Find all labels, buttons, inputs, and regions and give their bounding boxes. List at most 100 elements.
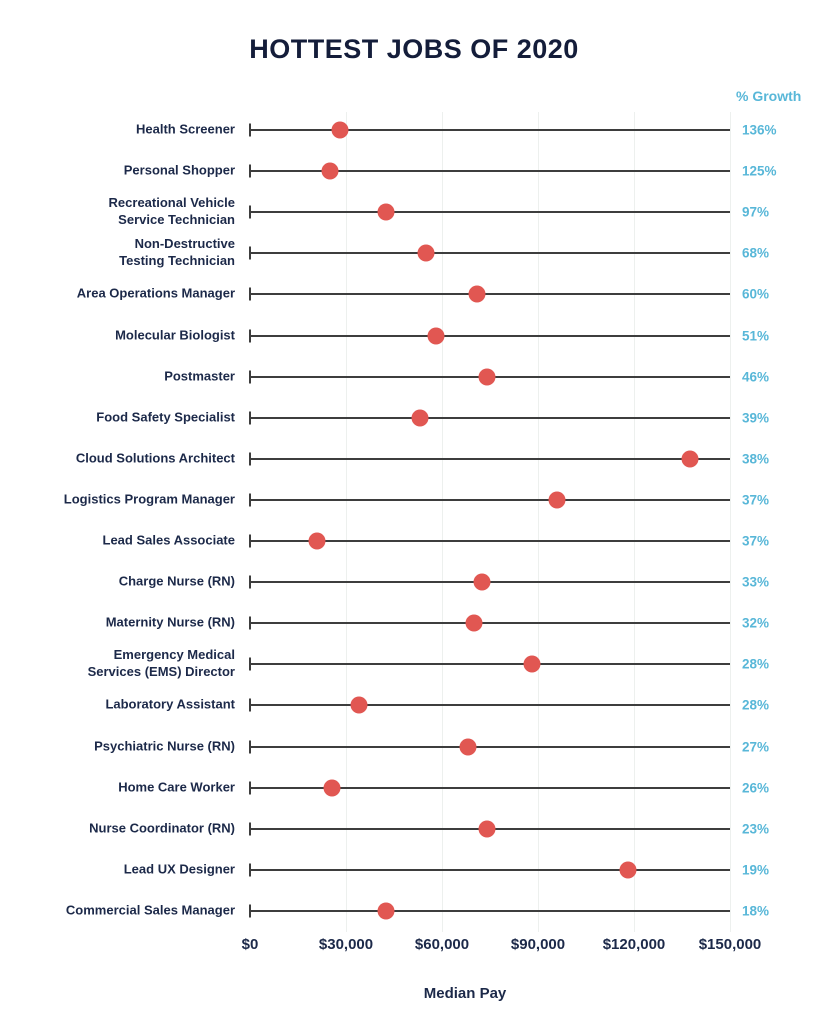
growth-value: 37% — [742, 533, 770, 549]
pay-axis-line — [250, 129, 730, 131]
growth-value: 97% — [742, 204, 770, 220]
x-tick-label: $30,000 — [318, 936, 374, 953]
x-axis-title: Median Pay — [423, 985, 507, 1002]
median-pay-dot — [459, 738, 477, 756]
axis-start-tick-icon — [249, 123, 251, 137]
growth-value: 38% — [742, 451, 770, 467]
median-pay-dot — [323, 779, 341, 797]
axis-start-tick-icon — [249, 411, 251, 425]
pay-axis-line — [250, 211, 730, 214]
x-tick-label: $0 — [241, 936, 259, 953]
gridline — [538, 112, 539, 932]
pay-axis-line — [250, 457, 730, 460]
pay-axis-line — [250, 704, 730, 707]
job-label: Logistics Program Manager — [63, 491, 235, 507]
x-tick-label: $120,000 — [602, 936, 666, 953]
axis-start-tick-icon — [249, 329, 251, 343]
pay-axis-line — [250, 334, 730, 337]
growth-value: 32% — [742, 615, 770, 631]
median-pay-dot — [478, 368, 496, 386]
growth-value: 51% — [742, 328, 770, 344]
pay-axis-line — [250, 293, 730, 296]
pay-axis-line — [250, 498, 730, 501]
job-label: Non-Destructive Testing Technician — [119, 236, 235, 269]
median-pay-dot — [331, 121, 349, 139]
job-label: Commercial Sales Manager — [65, 902, 235, 918]
pay-axis-line — [250, 910, 730, 912]
gridline — [442, 112, 443, 932]
pay-axis-line — [250, 540, 730, 543]
pay-axis-line — [250, 745, 730, 748]
pay-axis-line — [250, 252, 730, 255]
job-label: Charge Nurse (RN) — [118, 573, 235, 589]
median-pay-dot — [681, 450, 699, 468]
median-pay-dot — [411, 409, 429, 427]
growth-value: 46% — [742, 369, 770, 385]
median-pay-dot — [308, 532, 326, 550]
median-pay-dot — [465, 614, 483, 632]
axis-start-tick-icon — [249, 657, 251, 671]
pay-axis-line — [250, 786, 730, 789]
axis-start-tick-icon — [249, 575, 251, 589]
gridline — [346, 112, 347, 932]
x-tick-label: $90,000 — [510, 936, 566, 953]
pay-axis-line — [250, 170, 730, 173]
growth-column-header: % Growth — [736, 88, 802, 104]
axis-start-tick-icon — [249, 698, 251, 712]
growth-value: 27% — [742, 739, 770, 755]
growth-value: 18% — [742, 903, 770, 919]
x-tick-label: $60,000 — [414, 936, 470, 953]
pay-axis-line — [250, 622, 730, 625]
job-label: Postmaster — [164, 368, 235, 384]
job-label: Area Operations Manager — [76, 285, 235, 301]
chart-title: HOTTEST JOBS OF 2020 — [249, 34, 579, 64]
axis-start-tick-icon — [249, 452, 251, 466]
growth-value: 28% — [742, 697, 770, 713]
median-pay-dot — [473, 573, 491, 591]
growth-value: 37% — [742, 492, 770, 508]
axis-start-tick-icon — [249, 534, 251, 548]
job-label: Emergency Medical Services (EMS) Directo… — [87, 647, 235, 680]
axis-start-tick-icon — [249, 164, 251, 178]
pay-axis-line — [250, 416, 730, 419]
growth-value: 39% — [742, 410, 770, 426]
job-label: Molecular Biologist — [115, 327, 235, 343]
job-label: Lead UX Designer — [123, 861, 235, 877]
median-pay-dot — [478, 820, 496, 838]
axis-start-tick-icon — [249, 205, 251, 219]
growth-value: 60% — [742, 286, 770, 302]
job-label: Personal Shopper — [123, 162, 235, 178]
job-label: Home Care Worker — [118, 779, 235, 795]
median-pay-dot — [468, 285, 486, 303]
pay-axis-line — [250, 663, 730, 666]
job-label: Nurse Coordinator (RN) — [89, 820, 235, 836]
gridline — [730, 112, 731, 932]
job-label: Health Screener — [136, 121, 235, 137]
growth-value: 28% — [742, 656, 770, 672]
axis-start-tick-icon — [249, 740, 251, 754]
median-pay-dot — [377, 203, 395, 221]
axis-start-tick-icon — [249, 370, 251, 384]
median-pay-dot — [350, 696, 368, 714]
median-pay-dot — [427, 327, 445, 345]
median-pay-dot — [377, 902, 395, 920]
median-pay-dot — [523, 655, 541, 673]
axis-start-tick-icon — [249, 863, 251, 877]
axis-start-tick-icon — [249, 904, 251, 918]
job-label: Recreational Vehicle Service Technician — [108, 195, 235, 228]
job-label: Laboratory Assistant — [105, 697, 235, 713]
median-pay-dot — [321, 162, 339, 180]
axis-start-tick-icon — [249, 781, 251, 795]
axis-start-tick-icon — [249, 246, 251, 260]
growth-value: 68% — [742, 245, 770, 261]
job-label: Maternity Nurse (RN) — [105, 614, 235, 630]
axis-start-tick-icon — [249, 616, 251, 630]
growth-value: 26% — [742, 780, 770, 796]
x-tick-label: $150,000 — [698, 936, 762, 953]
job-label: Lead Sales Associate — [102, 532, 235, 548]
growth-value: 136% — [742, 122, 777, 138]
axis-start-tick-icon — [249, 822, 251, 836]
axis-start-tick-icon — [249, 493, 251, 507]
job-label: Cloud Solutions Architect — [75, 450, 235, 466]
axis-start-tick-icon — [249, 287, 251, 301]
